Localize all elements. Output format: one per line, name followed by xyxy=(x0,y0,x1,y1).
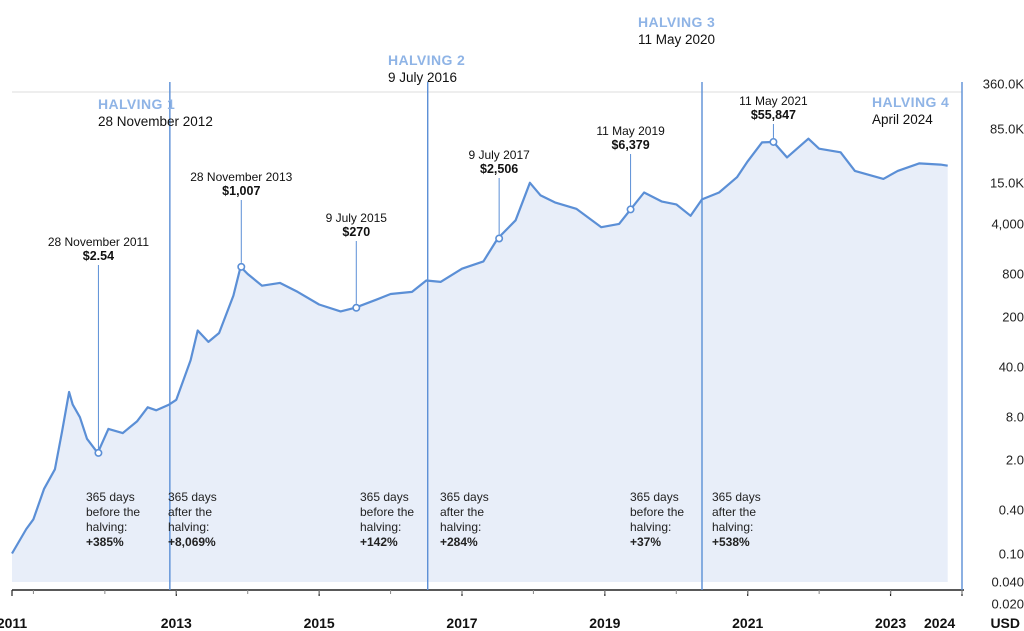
halving-label-3: HALVING 3 11 May 2020 xyxy=(638,14,715,47)
price-callout-date: 11 May 2019 xyxy=(596,124,665,138)
y-tick-label: 85.0K xyxy=(990,121,1024,136)
price-callout-amount: $6,379 xyxy=(596,138,665,152)
note-line: 365 days xyxy=(712,490,761,505)
x-tick-label: 2021 xyxy=(732,615,763,631)
x-tick-label: 2011 xyxy=(0,615,27,631)
halving-title: HALVING 2 xyxy=(388,52,465,68)
note-line: after the xyxy=(712,505,761,520)
x-tick-label: 2019 xyxy=(589,615,620,631)
note-percentage: +385% xyxy=(86,535,140,550)
y-tick-label: 200 xyxy=(1002,310,1024,325)
halving-label-2: HALVING 2 9 July 2016 xyxy=(388,52,465,85)
price-callout: 28 November 2013$1,007 xyxy=(190,170,292,198)
note-percentage: +37% xyxy=(630,535,684,550)
note-percentage: +142% xyxy=(360,535,414,550)
halving-date: 28 November 2012 xyxy=(98,114,213,129)
y-tick-label: 800 xyxy=(1002,266,1024,281)
note-line: halving: xyxy=(440,520,489,535)
price-callout: 28 November 2011$2.54 xyxy=(48,235,149,263)
note-percentage: +538% xyxy=(712,535,761,550)
halving-title: HALVING 1 xyxy=(98,96,213,112)
price-callout: 11 May 2019$6,379 xyxy=(596,124,665,152)
note-line: halving: xyxy=(168,520,217,535)
halving-performance-note: 365 daysbefore thehalving:+385% xyxy=(86,490,140,550)
y-tick-label: 15.0K xyxy=(990,175,1024,190)
x-tick-label: 2023 xyxy=(875,615,906,631)
bitcoin-halving-price-chart: 360.0K 85.0K 15.0K 4,000 800 200 40.0 8.0 2.0 0.4… xyxy=(0,0,1024,631)
note-line: 365 days xyxy=(440,490,489,505)
y-tick-label: 0.40 xyxy=(999,503,1024,518)
chart-svg xyxy=(0,0,1024,631)
note-line: after the xyxy=(168,505,217,520)
price-callout-date: 9 July 2017 xyxy=(468,148,529,162)
x-tick-label: 2013 xyxy=(161,615,192,631)
y-tick-label: 40.0 xyxy=(999,360,1024,375)
price-callout-amount: $55,847 xyxy=(739,108,808,122)
halving-performance-note: 365 daysafter thehalving:+284% xyxy=(440,490,489,550)
price-callout: 9 July 2015$270 xyxy=(326,211,387,239)
note-line: halving: xyxy=(360,520,414,535)
note-line: 365 days xyxy=(630,490,684,505)
note-line: halving: xyxy=(86,520,140,535)
price-callout-amount: $2.54 xyxy=(48,249,149,263)
halving-label-1: HALVING 1 28 November 2012 xyxy=(98,96,213,129)
note-line: before the xyxy=(360,505,414,520)
price-callout-amount: $2,506 xyxy=(468,162,529,176)
halving-title: HALVING 4 xyxy=(872,94,949,110)
y-tick-label: 0.10 xyxy=(999,546,1024,561)
note-line: 365 days xyxy=(168,490,217,505)
y-tick-label: 8.0 xyxy=(1006,410,1024,425)
note-percentage: +284% xyxy=(440,535,489,550)
note-line: 365 days xyxy=(360,490,414,505)
price-callout-date: 11 May 2021 xyxy=(739,94,808,108)
x-tick-label: 2015 xyxy=(304,615,335,631)
note-percentage: +8,069% xyxy=(168,535,217,550)
x-tick-label: 2017 xyxy=(446,615,477,631)
halving-performance-note: 365 daysafter thehalving:+8,069% xyxy=(168,490,217,550)
y-tick-label: 360.0K xyxy=(983,77,1024,92)
price-callout-amount: $270 xyxy=(326,225,387,239)
price-callout-amount: $1,007 xyxy=(190,184,292,198)
halving-performance-note: 365 daysbefore thehalving:+142% xyxy=(360,490,414,550)
halving-date: 11 May 2020 xyxy=(638,32,715,47)
halving-title: HALVING 3 xyxy=(638,14,715,30)
y-tick-label: 4,000 xyxy=(991,216,1024,231)
price-callout-date: 28 November 2011 xyxy=(48,235,149,249)
x-tick-label: 2024 xyxy=(924,615,955,631)
price-callout: 9 July 2017$2,506 xyxy=(468,148,529,176)
note-line: 365 days xyxy=(86,490,140,505)
price-callout-date: 28 November 2013 xyxy=(190,170,292,184)
y-axis-unit-label: USD xyxy=(990,615,1020,631)
note-line: halving: xyxy=(630,520,684,535)
price-callout-date: 9 July 2015 xyxy=(326,211,387,225)
note-line: after the xyxy=(440,505,489,520)
y-tick-label: 0.040 xyxy=(991,575,1024,590)
y-tick-label: 2.0 xyxy=(1006,453,1024,468)
price-callout: 11 May 2021$55,847 xyxy=(739,94,808,122)
halving-performance-note: 365 daysbefore thehalving:+37% xyxy=(630,490,684,550)
halving-date: 9 July 2016 xyxy=(388,70,465,85)
halving-date: April 2024 xyxy=(872,112,949,127)
halving-label-4: HALVING 4 April 2024 xyxy=(872,94,949,127)
x-axis: 2011 2013 2015 2017 2019 2021 2023 2024 USD xyxy=(0,609,1024,631)
halving-performance-note: 365 daysafter thehalving:+538% xyxy=(712,490,761,550)
note-line: before the xyxy=(86,505,140,520)
note-line: before the xyxy=(630,505,684,520)
note-line: halving: xyxy=(712,520,761,535)
